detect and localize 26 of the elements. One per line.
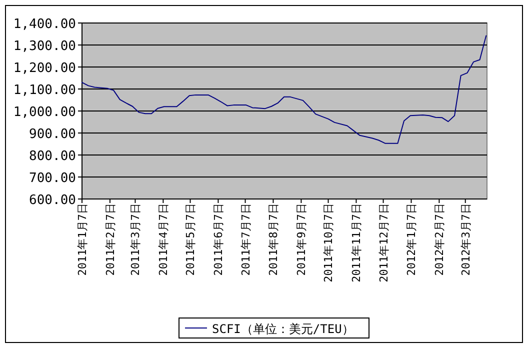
x-tick-label: 2011年3月7日 xyxy=(129,203,142,276)
y-tick-label: 1,200.00 xyxy=(13,61,76,76)
x-tick-label: 2012年3月7日 xyxy=(459,203,472,276)
x-tick-label: 2011年12月7日 xyxy=(377,203,390,282)
y-tick-label: 1,300.00 xyxy=(13,39,76,54)
x-tick-label: 2011年2月7日 xyxy=(104,203,117,276)
x-tick-label: 2011年10月7日 xyxy=(322,203,336,282)
x-tick-label: 2011年5月7日 xyxy=(184,203,198,276)
y-tick-label: 700.00 xyxy=(29,171,76,186)
y-tick-label: 800.00 xyxy=(29,149,76,164)
y-tick-label: 1,100.00 xyxy=(13,83,76,98)
x-tick-label: 2011年7月7日 xyxy=(239,203,252,276)
x-tick-label: 2012年2月7日 xyxy=(433,203,446,276)
y-tick-label: 1,000.00 xyxy=(13,105,76,120)
y-tick-label: 600.00 xyxy=(29,193,76,208)
legend-label: SCFI（单位：美元/TEU） xyxy=(212,322,354,336)
y-tick-label: 1,400.00 xyxy=(13,17,76,32)
x-tick-label: 2011年1月7日 xyxy=(76,203,89,276)
x-tick-label: 2011年11月7日 xyxy=(350,203,364,282)
line-series xyxy=(82,35,487,144)
x-tick-label: 2011年4月7日 xyxy=(157,203,170,276)
x-tick-label: 2011年8月7日 xyxy=(267,203,280,276)
x-tick-label: 2012年1月7日 xyxy=(405,203,418,276)
x-tick-label: 2011年6月7日 xyxy=(212,203,226,276)
x-tick-label: 2011年9月7日 xyxy=(295,203,308,276)
y-tick-label: 900.00 xyxy=(29,127,76,142)
